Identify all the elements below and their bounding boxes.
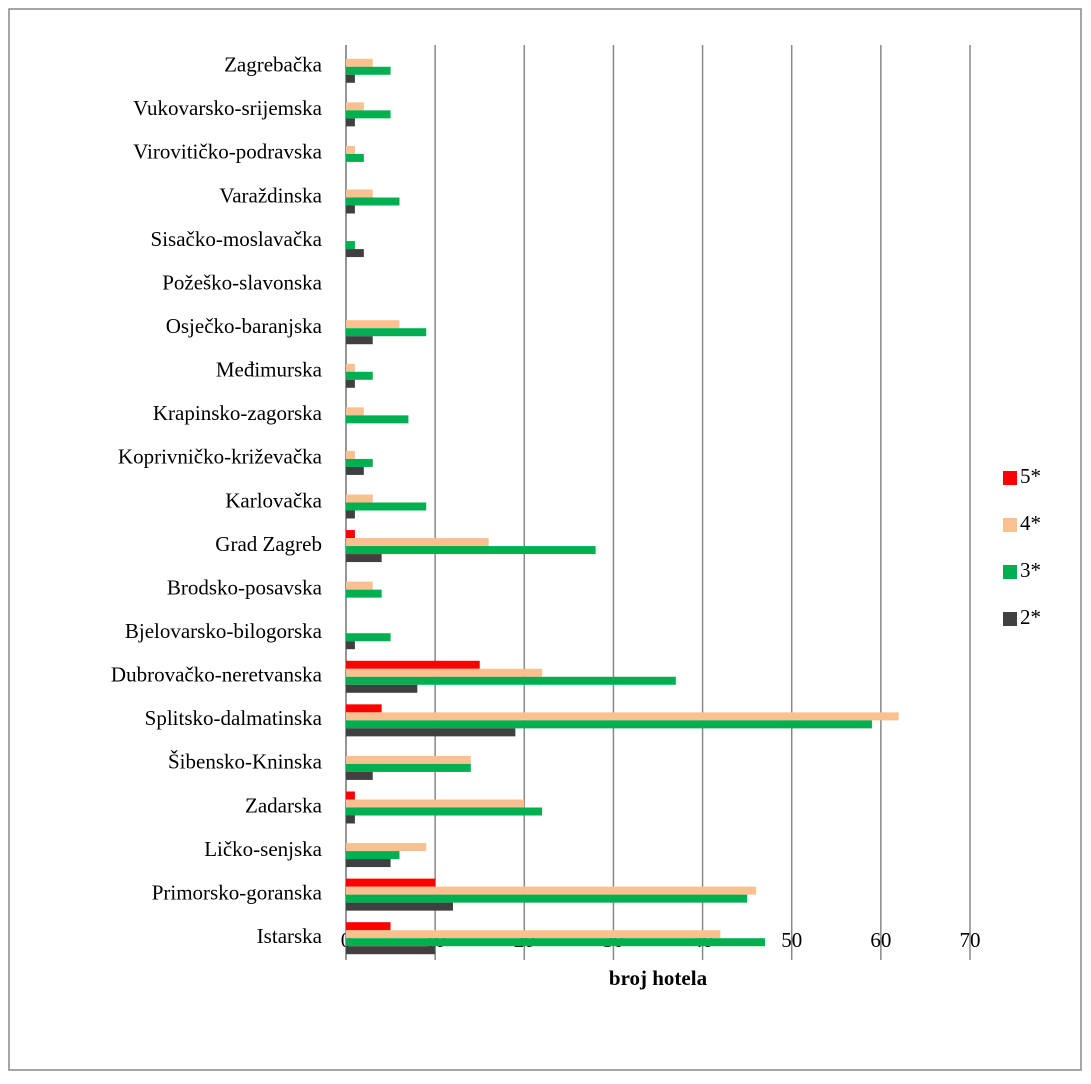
bar [346, 205, 355, 214]
y-tick-label: Sisačko-moslavačka [151, 227, 323, 251]
y-tick-label: Šibensko-Kninska [168, 750, 323, 774]
bar [346, 241, 355, 250]
y-tick-label: Varaždinska [219, 183, 322, 207]
bar [346, 660, 480, 669]
bar [346, 633, 391, 642]
bar [346, 902, 453, 911]
y-tick-label: Vukovarsko-srijemska [133, 96, 323, 120]
bar [346, 118, 355, 127]
bar [346, 407, 364, 416]
bar [346, 938, 765, 947]
bar [346, 712, 899, 721]
bar [346, 755, 471, 764]
bar [346, 930, 721, 939]
bar [346, 494, 373, 503]
y-tick-label: Ličko-senjska [204, 837, 322, 861]
bar [346, 466, 364, 475]
bar [346, 894, 748, 903]
y-tick-label: Karlovačka [225, 488, 322, 512]
bar [346, 922, 391, 931]
bar [346, 110, 391, 119]
y-tick-label: Krapinsko-zagorska [153, 401, 323, 425]
y-tick-label: Istarska [257, 924, 323, 948]
y-tick-label: Požeško-slavonska [162, 270, 322, 294]
bar [346, 320, 400, 329]
bar [346, 799, 525, 808]
legend-swatch [1003, 565, 1017, 579]
bar [346, 946, 436, 955]
bar [346, 74, 355, 83]
bar [346, 684, 418, 693]
bar [346, 510, 355, 519]
bar [346, 807, 543, 816]
y-tick-label: Koprivničko-križevačka [118, 445, 323, 469]
bar [346, 153, 364, 162]
bar [346, 145, 355, 154]
bar [346, 197, 400, 206]
bar [346, 554, 382, 563]
legend-swatch [1003, 612, 1017, 626]
bar [346, 502, 427, 511]
legend-swatch [1003, 471, 1017, 485]
y-tick-label: Dubrovačko-neretvanska [111, 663, 323, 687]
y-tick-label: Virovitičko-podravska [133, 140, 323, 164]
y-tick-label: Bjelovarsko-bilogorska [125, 619, 323, 643]
bar [346, 843, 427, 852]
bar [346, 763, 471, 772]
bar [346, 530, 355, 539]
legend-label: 5* [1020, 464, 1041, 488]
legend-label: 2* [1020, 605, 1041, 629]
y-tick-label: Grad Zagreb [215, 532, 322, 556]
bar [346, 189, 373, 198]
y-tick-label: Brodsko-posavska [167, 575, 323, 599]
bar [346, 249, 364, 258]
bar [346, 676, 676, 685]
bar [346, 886, 757, 895]
y-tick-label: Primorsko-goranska [152, 880, 323, 904]
y-tick-label: Zagrebačka [224, 53, 323, 77]
bar [346, 415, 409, 424]
bar [346, 720, 872, 729]
bar [346, 581, 373, 590]
bar [346, 771, 373, 780]
bar [346, 66, 391, 75]
bar [346, 859, 391, 868]
bar [346, 704, 382, 713]
x-axis-label: broj hotela [609, 966, 708, 990]
bar [346, 791, 355, 800]
bar [346, 851, 400, 860]
legend-label: 3* [1020, 558, 1041, 582]
bar [346, 450, 355, 459]
bar [346, 363, 355, 372]
y-tick-label: Splitsko-dalmatinska [145, 706, 323, 730]
bar [346, 458, 373, 467]
x-tick-label: 60 [870, 928, 891, 952]
bar [346, 589, 382, 598]
bar [346, 641, 355, 650]
bar [346, 58, 373, 67]
bar [346, 538, 489, 547]
bar [346, 102, 364, 111]
chart-border [8, 8, 1082, 1071]
bar [346, 668, 543, 677]
x-tick-label: 50 [781, 928, 802, 952]
bar [346, 728, 516, 737]
bar [346, 371, 373, 380]
bar [346, 546, 596, 555]
bar [346, 336, 373, 345]
y-tick-label: Osječko-baranjska [166, 314, 323, 338]
bar [346, 878, 436, 887]
legend-swatch [1003, 518, 1017, 532]
y-tick-label: Zadarska [245, 793, 323, 817]
legend-label: 4* [1020, 511, 1041, 535]
bar [346, 815, 355, 824]
x-tick-label: 70 [960, 928, 981, 952]
bar [346, 328, 427, 337]
y-tick-label: Međimurska [216, 358, 323, 382]
bar [346, 379, 355, 388]
